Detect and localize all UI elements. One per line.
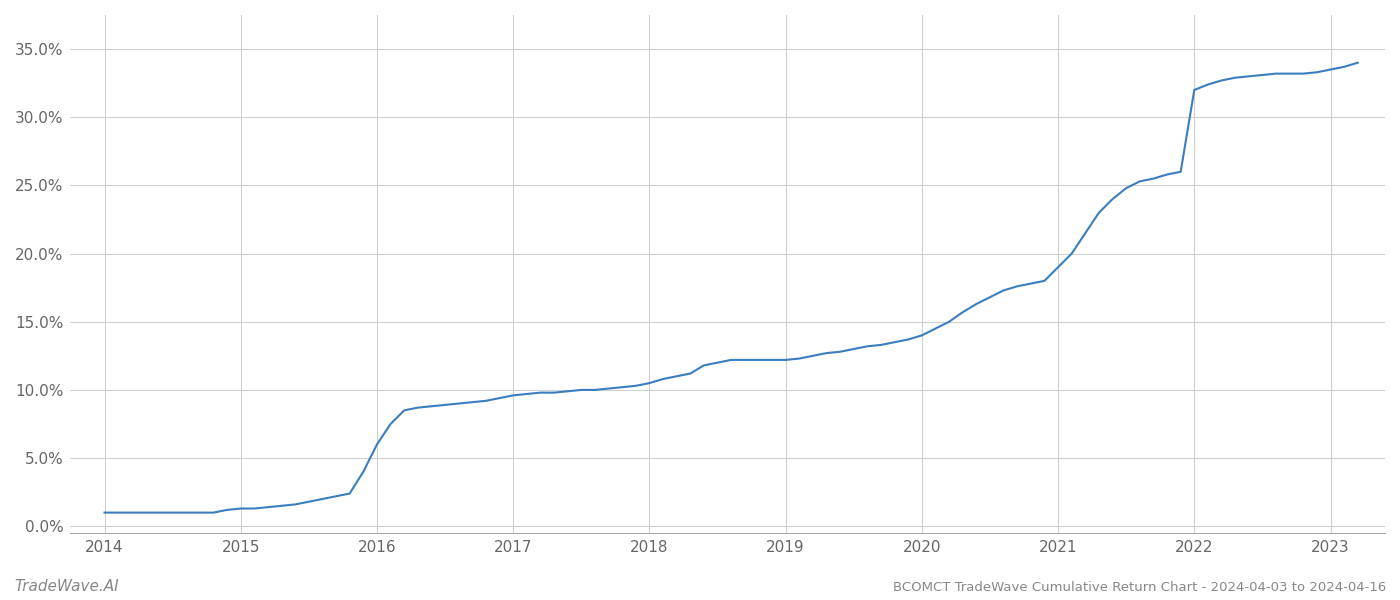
Text: TradeWave.AI: TradeWave.AI: [14, 579, 119, 594]
Text: BCOMCT TradeWave Cumulative Return Chart - 2024-04-03 to 2024-04-16: BCOMCT TradeWave Cumulative Return Chart…: [893, 581, 1386, 594]
